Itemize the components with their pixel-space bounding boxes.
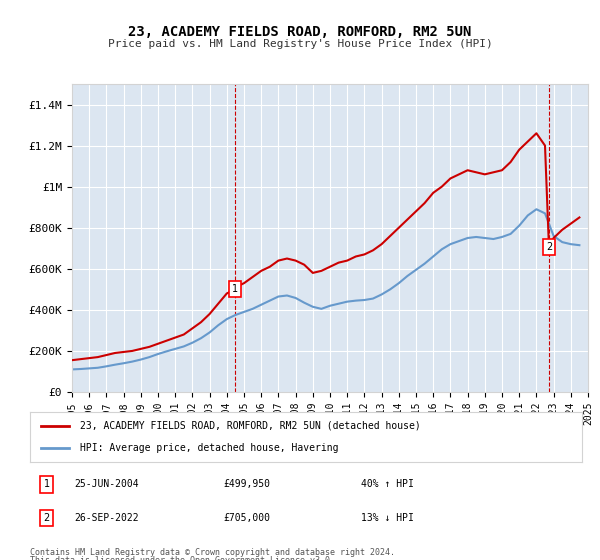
Text: 40% ↑ HPI: 40% ↑ HPI: [361, 479, 414, 489]
Text: 13% ↓ HPI: 13% ↓ HPI: [361, 513, 414, 523]
Text: Contains HM Land Registry data © Crown copyright and database right 2024.: Contains HM Land Registry data © Crown c…: [30, 548, 395, 557]
Text: 2: 2: [43, 513, 50, 523]
Text: 25-JUN-2004: 25-JUN-2004: [74, 479, 139, 489]
Text: 2: 2: [546, 242, 552, 252]
Text: 1: 1: [43, 479, 50, 489]
Text: 23, ACADEMY FIELDS ROAD, ROMFORD, RM2 5UN (detached house): 23, ACADEMY FIELDS ROAD, ROMFORD, RM2 5U…: [80, 421, 421, 431]
Text: £705,000: £705,000: [223, 513, 270, 523]
Text: 26-SEP-2022: 26-SEP-2022: [74, 513, 139, 523]
Text: Price paid vs. HM Land Registry's House Price Index (HPI): Price paid vs. HM Land Registry's House …: [107, 39, 493, 49]
Text: 23, ACADEMY FIELDS ROAD, ROMFORD, RM2 5UN: 23, ACADEMY FIELDS ROAD, ROMFORD, RM2 5U…: [128, 25, 472, 39]
Text: HPI: Average price, detached house, Havering: HPI: Average price, detached house, Have…: [80, 443, 338, 453]
Text: £499,950: £499,950: [223, 479, 270, 489]
Text: This data is licensed under the Open Government Licence v3.0.: This data is licensed under the Open Gov…: [30, 556, 335, 560]
Text: 1: 1: [232, 284, 238, 295]
